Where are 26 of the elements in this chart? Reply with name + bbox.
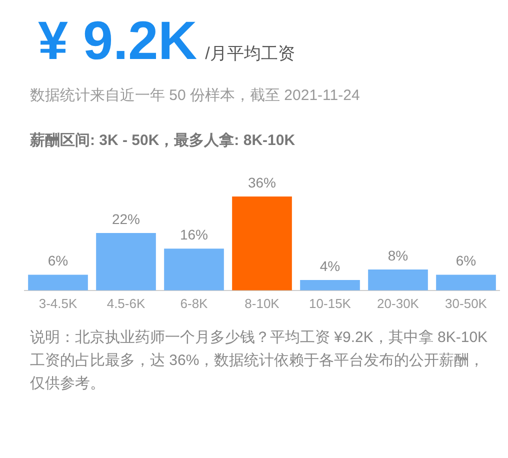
bar bbox=[28, 274, 88, 290]
data-label: 6% bbox=[48, 252, 68, 269]
x-tick-label: 3-4.5K bbox=[38, 296, 78, 311]
text: 数据统计来自近一年 50 份样本，截至 2021-11-24 bbox=[29, 86, 361, 105]
bar bbox=[164, 248, 224, 290]
data-label: 8% bbox=[388, 247, 408, 264]
data-label: 6% bbox=[456, 252, 476, 269]
bar bbox=[436, 274, 496, 290]
bar bbox=[368, 270, 428, 290]
bar bbox=[300, 280, 360, 290]
x-tick-label: 10-15K bbox=[309, 296, 352, 311]
chart-title: ¥ 9.2K bbox=[38, 10, 198, 72]
data-label: 36% bbox=[248, 174, 276, 190]
x-tick-label: 8-10K bbox=[244, 296, 280, 311]
bar bbox=[232, 196, 292, 290]
x-tick-label: 6-8K bbox=[180, 296, 208, 311]
chart-subtitle: /月平均工资 bbox=[205, 43, 295, 65]
x-tick-label: 20-30K bbox=[377, 296, 420, 311]
text: 说明：北京执业药师一个月多少钱？平均工资 ¥9.2K，其中拿 8K-10K 工资的占比最多，达 36%，数据统计依赖于各平台发布的公开薪酬，仅供参考。 bbox=[29, 328, 489, 394]
text: 薪酬区间: 3K - 50K，最多人拿: 8K-10K bbox=[29, 131, 296, 150]
data-label: 16% bbox=[180, 226, 208, 242]
data-label: 4% bbox=[320, 258, 340, 274]
data-label: 22% bbox=[112, 210, 140, 227]
x-tick-label: 30-50K bbox=[445, 296, 488, 311]
bar bbox=[96, 232, 156, 290]
x-tick-label: 4.5-6K bbox=[106, 296, 146, 311]
